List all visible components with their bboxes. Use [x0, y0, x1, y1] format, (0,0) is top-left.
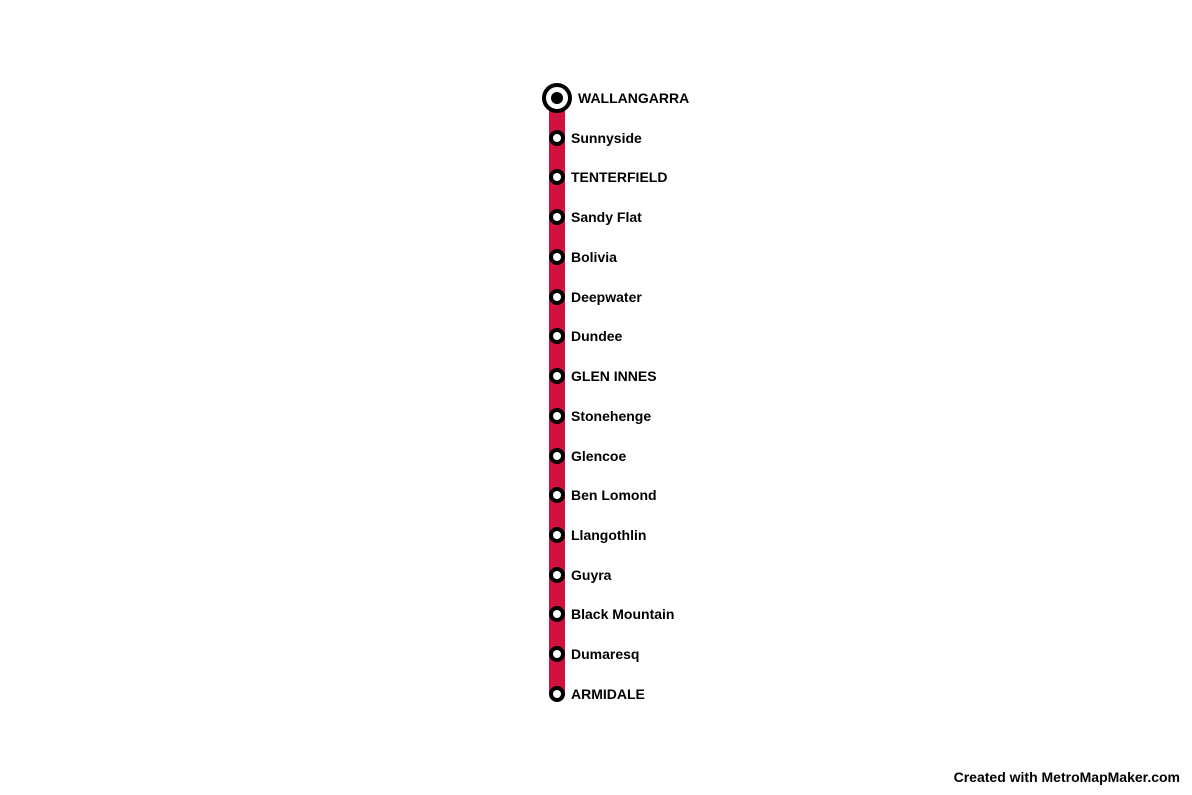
- station-label: Sandy Flat: [571, 209, 642, 225]
- station-label: GLEN INNES: [571, 368, 657, 384]
- station-marker-icon: [549, 487, 565, 503]
- station-marker-icon: [549, 289, 565, 305]
- station-label: Ben Lomond: [571, 487, 657, 503]
- metro-line: [549, 98, 565, 694]
- station-marker-icon: [549, 448, 565, 464]
- station: TENTERFIELD: [549, 169, 667, 185]
- station: ARMIDALE: [549, 686, 645, 702]
- station: Sunnyside: [549, 130, 642, 146]
- station-label: Stonehenge: [571, 408, 651, 424]
- station-marker-icon: [549, 527, 565, 543]
- station-marker-icon: [549, 646, 565, 662]
- station-marker-icon: [549, 368, 565, 384]
- station: GLEN INNES: [549, 368, 657, 384]
- station-label: Llangothlin: [571, 527, 646, 543]
- station-label: Guyra: [571, 567, 611, 583]
- station-marker-icon: [549, 686, 565, 702]
- station-marker-icon: [549, 328, 565, 344]
- credit-text: Created with MetroMapMaker.com: [954, 769, 1180, 785]
- station-label: TENTERFIELD: [571, 169, 667, 185]
- station-marker-icon: [549, 606, 565, 622]
- station-marker-icon: [549, 130, 565, 146]
- station: Glencoe: [549, 448, 626, 464]
- station-label: WALLANGARRA: [578, 90, 689, 106]
- station: Guyra: [549, 567, 611, 583]
- station-marker-icon: [549, 169, 565, 185]
- terminus-marker-icon: [542, 83, 572, 113]
- station-label: Bolivia: [571, 249, 617, 265]
- station-label: ARMIDALE: [571, 686, 645, 702]
- station-label: Glencoe: [571, 448, 626, 464]
- station-label: Black Mountain: [571, 606, 674, 622]
- station: Dundee: [549, 328, 622, 344]
- station-label: Sunnyside: [571, 130, 642, 146]
- station: Deepwater: [549, 289, 642, 305]
- station: Ben Lomond: [549, 487, 657, 503]
- station-marker-icon: [549, 567, 565, 583]
- station-label: Deepwater: [571, 289, 642, 305]
- station: Llangothlin: [549, 527, 646, 543]
- station: Bolivia: [549, 249, 617, 265]
- station-marker-icon: [549, 209, 565, 225]
- station: Black Mountain: [549, 606, 674, 622]
- station: Stonehenge: [549, 408, 651, 424]
- station: Sandy Flat: [549, 209, 642, 225]
- station-marker-icon: [549, 249, 565, 265]
- station: WALLANGARRA: [542, 83, 689, 113]
- station: Dumaresq: [549, 646, 639, 662]
- station-label: Dundee: [571, 328, 622, 344]
- station-label: Dumaresq: [571, 646, 639, 662]
- station-marker-icon: [549, 408, 565, 424]
